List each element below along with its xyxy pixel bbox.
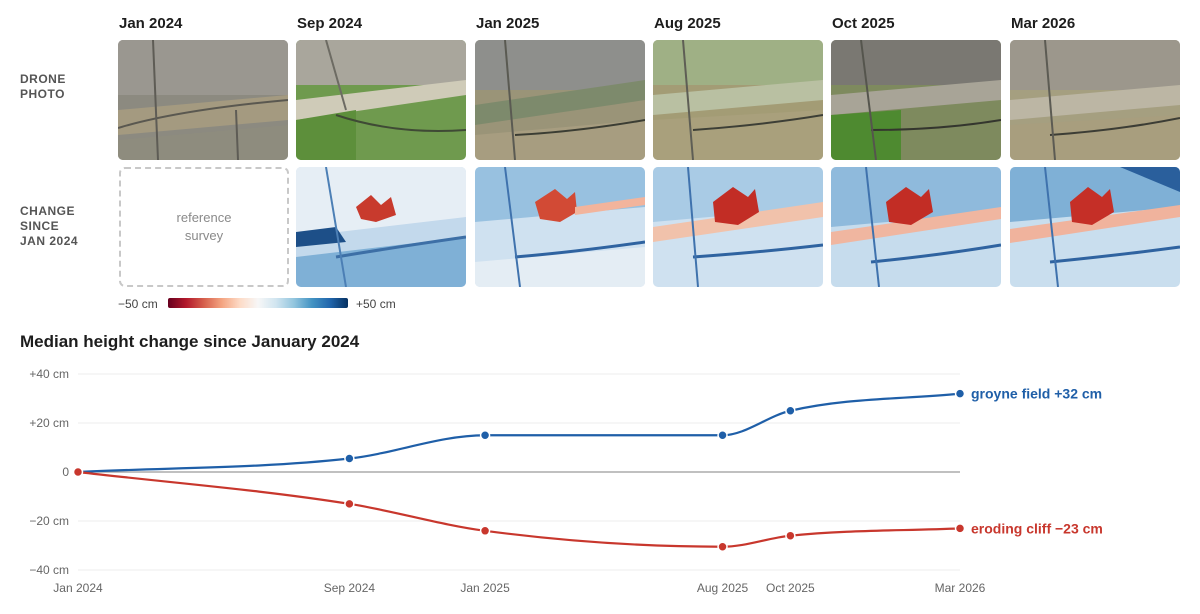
data-point-groyne-field — [344, 453, 355, 464]
data-point-groyne-field — [954, 388, 966, 399]
data-point-eroding-cliff — [717, 541, 728, 552]
date-header-aug-2025: Aug 2025 — [654, 15, 721, 32]
data-point-eroding-cliff — [72, 466, 84, 478]
drone-photo-sep-2024 — [296, 40, 466, 160]
row-label-change: CHANGE SINCE JAN 2024 — [20, 204, 79, 248]
drone-photo-jan-2024 — [118, 40, 288, 160]
y-tick-label: −20 cm — [29, 514, 69, 528]
y-tick-label: −40 cm — [29, 563, 69, 577]
line-chart: +40 cm +20 cm 0 −20 cm −40 cm Jan 2024 Sep 202… — [29, 367, 1103, 595]
data-point-eroding-cliff — [479, 525, 491, 537]
data-point-eroding-cliff — [344, 498, 355, 510]
colorbar-gradient — [168, 298, 348, 308]
date-header-mar-2026: Mar 2026 — [1011, 15, 1076, 32]
x-tick-label: Mar 2026 — [935, 581, 986, 595]
change-map-sep-2024 — [296, 167, 466, 287]
date-header-oct-2025: Oct 2025 — [832, 15, 895, 32]
y-tick-label: +40 cm — [29, 367, 69, 381]
series-line-eroding-cliff — [77, 470, 961, 548]
data-point-groyne-field — [479, 430, 491, 441]
y-tick-label: 0 — [62, 465, 69, 479]
colorbar-min-label: −50 cm — [118, 297, 158, 311]
data-point-groyne-field — [717, 430, 728, 441]
change-map-aug-2025 — [653, 167, 823, 287]
drone-photo-mar-2026 — [1010, 40, 1180, 160]
x-tick-label: Jan 2025 — [460, 581, 510, 595]
drone-photo-oct-2025 — [831, 40, 1001, 160]
series-label-groyne-field: groyne field +32 cm — [971, 386, 1102, 402]
y-tick-label: +20 cm — [29, 416, 69, 430]
x-tick-label: Oct 2025 — [766, 581, 815, 595]
x-tick-label: Jan 2024 — [53, 581, 103, 595]
drone-photo-aug-2025 — [653, 40, 823, 160]
date-header-jan-2025: Jan 2025 — [476, 15, 540, 32]
data-point-groyne-field — [785, 405, 796, 416]
x-tick-label: Aug 2025 — [697, 581, 749, 595]
data-point-eroding-cliff — [785, 530, 796, 541]
date-header-sep-2024: Sep 2024 — [297, 15, 363, 32]
reference-survey-placeholder: reference survey — [119, 167, 289, 287]
x-tick-label: Sep 2024 — [324, 581, 376, 595]
chart-title: Median height change since January 2024 — [20, 332, 360, 351]
row-label-drone-photo: DRONE PHOTO — [20, 72, 66, 101]
change-map-mar-2026 — [1010, 167, 1180, 287]
change-map-jan-2025 — [475, 167, 645, 287]
drone-photo-jan-2025 — [475, 40, 645, 160]
change-map-oct-2025 — [831, 167, 1001, 287]
series-label-eroding-cliff: eroding cliff −23 cm — [971, 520, 1103, 536]
colorbar-max-label: +50 cm — [356, 297, 396, 311]
date-header-jan-2024: Jan 2024 — [119, 15, 183, 32]
data-point-eroding-cliff — [954, 523, 966, 534]
series-line-groyne-field — [77, 392, 961, 474]
